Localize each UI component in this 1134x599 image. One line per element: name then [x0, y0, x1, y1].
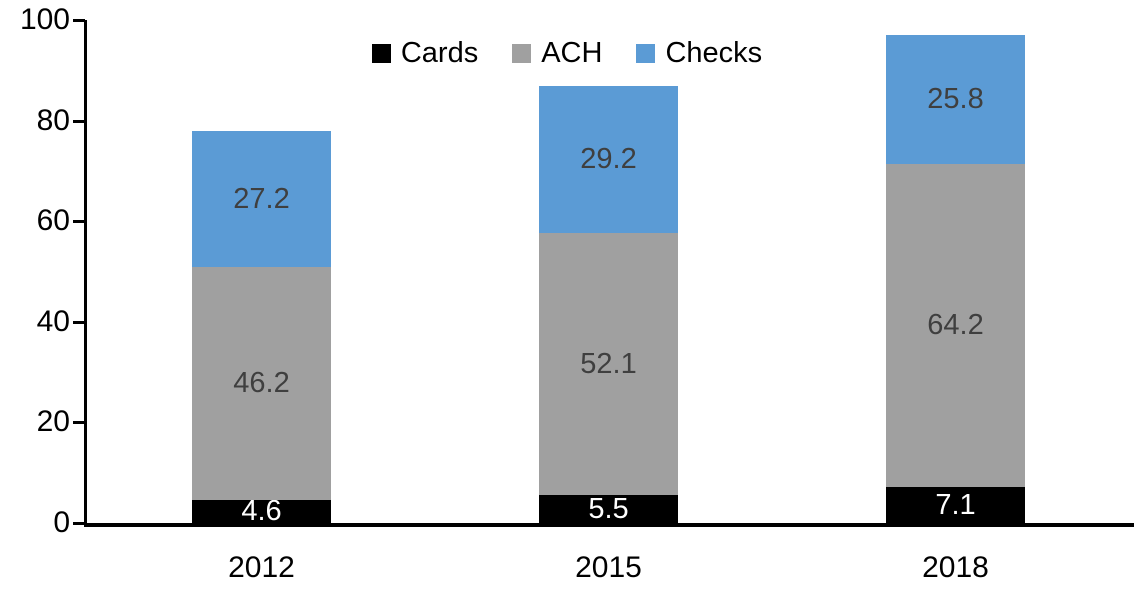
bar-segment-label: 25.8 [927, 82, 984, 115]
legend-item-checks: Checks [636, 37, 762, 70]
legend-label-checks: Checks [665, 37, 763, 69]
y-tick-mark [73, 19, 85, 22]
x-category-label: 2015 [575, 551, 642, 584]
bar-segment-label: 29.2 [580, 143, 637, 176]
bar-segment-ach-2018 [886, 164, 1025, 488]
y-tick-mark [73, 320, 85, 324]
y-tick-label: 100 [19, 3, 70, 36]
bar-segment-cards-2018 [886, 487, 1025, 523]
y-tick-label: 20 [36, 405, 70, 439]
y-tick-label: 80 [36, 103, 70, 137]
bar-segment-label: 27.2 [233, 182, 290, 215]
legend-swatch-checks [636, 44, 656, 63]
y-tick-label: 0 [53, 506, 70, 539]
bar-segment-cards-2015 [539, 495, 678, 523]
legend-item-ach: ACH [512, 37, 602, 70]
y-tick-label: 40 [36, 304, 70, 338]
x-category-label: 2018 [922, 551, 989, 584]
bar-segment-label: 4.6 [241, 494, 282, 527]
legend: Cards ACH Checks [0, 37, 1134, 70]
y-tick-mark [73, 522, 85, 525]
bar-segment-label: 5.5 [588, 492, 629, 525]
bar-segment-checks-2012 [192, 130, 331, 268]
y-tick-label: 60 [36, 204, 70, 238]
bar-segment-checks-2018 [886, 34, 1025, 165]
bar-segment-ach-2015 [539, 233, 678, 496]
y-tick-mark [73, 421, 85, 425]
bar-segment-cards-2012 [192, 499, 331, 523]
bar-segment-label: 46.2 [233, 367, 290, 400]
legend-item-cards: Cards [371, 37, 479, 70]
y-tick-mark [73, 119, 85, 123]
bar-segment-ach-2012 [192, 267, 331, 500]
legend-swatch-cards [371, 44, 391, 63]
bar-segment-checks-2015 [539, 86, 678, 234]
legend-label-cards: Cards [400, 37, 479, 69]
bar-segment-label: 7.1 [935, 488, 976, 521]
y-axis-line [84, 20, 87, 527]
x-category-label: 2012 [228, 551, 295, 584]
bar-segment-label: 52.1 [580, 347, 637, 380]
x-axis-line [84, 523, 1134, 527]
bar-segment-label: 64.2 [927, 309, 984, 342]
y-tick-mark [73, 220, 85, 224]
legend-swatch-ach [512, 44, 532, 63]
legend-label-ach: ACH [541, 37, 603, 69]
